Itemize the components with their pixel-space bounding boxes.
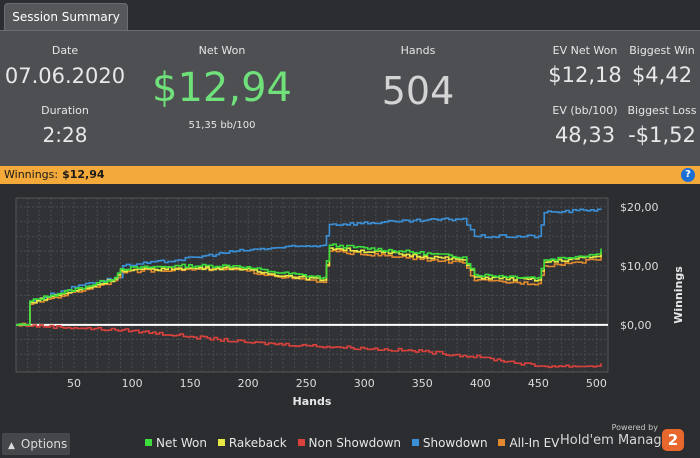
winnings-bar: Winnings: $12,94 ? <box>0 166 700 184</box>
x-tick-label: 200 <box>238 377 259 390</box>
biggest-win-label: Biggest Win <box>629 44 695 57</box>
hands-label: Hands <box>400 44 436 57</box>
x-tick-label: 300 <box>354 377 375 390</box>
legend-rakeback[interactable]: Rakeback <box>217 436 287 450</box>
ev-net-won-value: $12,18 <box>548 63 622 87</box>
x-tick-label: 400 <box>470 377 491 390</box>
y-tick-label: $20,00 <box>620 201 659 214</box>
options-button[interactable]: ▲ Options <box>2 433 70 455</box>
help-icon[interactable]: ? <box>681 168 695 182</box>
y-axis-title: Winnings <box>672 266 685 324</box>
x-tick-label: 500 <box>586 377 607 390</box>
winnings-value: $12,94 <box>62 168 105 181</box>
session-summary-panel: Date 07.06.2020 Duration 2:28 Net Won $1… <box>0 30 700 166</box>
x-tick-label: 100 <box>122 377 143 390</box>
y-tick-label: $0,00 <box>620 319 652 332</box>
brand-logo: Powered by Hold'em Manager 2 <box>560 423 684 453</box>
tab-session-summary[interactable]: Session Summary <box>4 3 128 30</box>
options-label: Options <box>20 437 68 451</box>
biggest-loss-value: -$1,52 <box>628 123 696 147</box>
date-label: Date <box>51 44 79 57</box>
powered-by-text: Powered by <box>611 423 658 432</box>
x-tick-label: 150 <box>180 377 201 390</box>
net-won-label: Net Won <box>198 44 246 57</box>
ev-bb100-label: EV (bb/100) <box>552 104 618 117</box>
chevron-up-icon: ▲ <box>8 441 15 451</box>
x-axis-title: Hands <box>293 395 332 408</box>
duration-label: Duration <box>41 104 89 117</box>
x-tick-label: 450 <box>528 377 549 390</box>
chart-panel: 50 100 150 200 250 300 350 400 450 500 $0,00 $10,00… <box>0 184 700 458</box>
y-tick-label: $10,00 <box>620 260 659 273</box>
winnings-chart: 50 100 150 200 250 300 350 400 450 500 $0,00 $10,00… <box>15 197 685 408</box>
hands-value: 504 <box>381 69 455 113</box>
legend-non-showdown[interactable]: Non Showdown <box>297 436 401 450</box>
date-value: 07.06.2020 <box>4 64 126 88</box>
hm2-badge-icon: 2 <box>662 429 684 451</box>
duration-value: 2:28 <box>42 123 88 147</box>
legend-showdown[interactable]: Showdown <box>411 436 488 450</box>
brand-name: Hold'em Manager <box>560 433 675 448</box>
tab-bar: Session Summary <box>0 0 700 30</box>
net-won-bb100: 51,35 bb/100 <box>188 120 256 131</box>
series-line-net-won <box>16 243 602 326</box>
chart-legend: Net Won Rakeback Non Showdown Showdown A… <box>145 436 566 450</box>
net-won-value: $12,94 <box>152 65 292 111</box>
plot-area <box>15 197 609 373</box>
x-tick-label: 350 <box>412 377 433 390</box>
biggest-loss-label: Biggest Loss <box>627 104 697 117</box>
series-line-non-showdown <box>16 323 602 369</box>
ev-bb100-value: 48,33 <box>554 123 616 147</box>
x-tick-label: 50 <box>67 377 81 390</box>
legend-all-in-ev[interactable]: All-In EV <box>498 436 559 450</box>
biggest-win-value: $4,42 <box>631 63 693 87</box>
legend-net-won[interactable]: Net Won <box>145 436 207 450</box>
winnings-label: Winnings: <box>4 168 59 181</box>
ev-net-won-label: EV Net Won <box>552 44 618 57</box>
x-tick-label: 250 <box>296 377 317 390</box>
